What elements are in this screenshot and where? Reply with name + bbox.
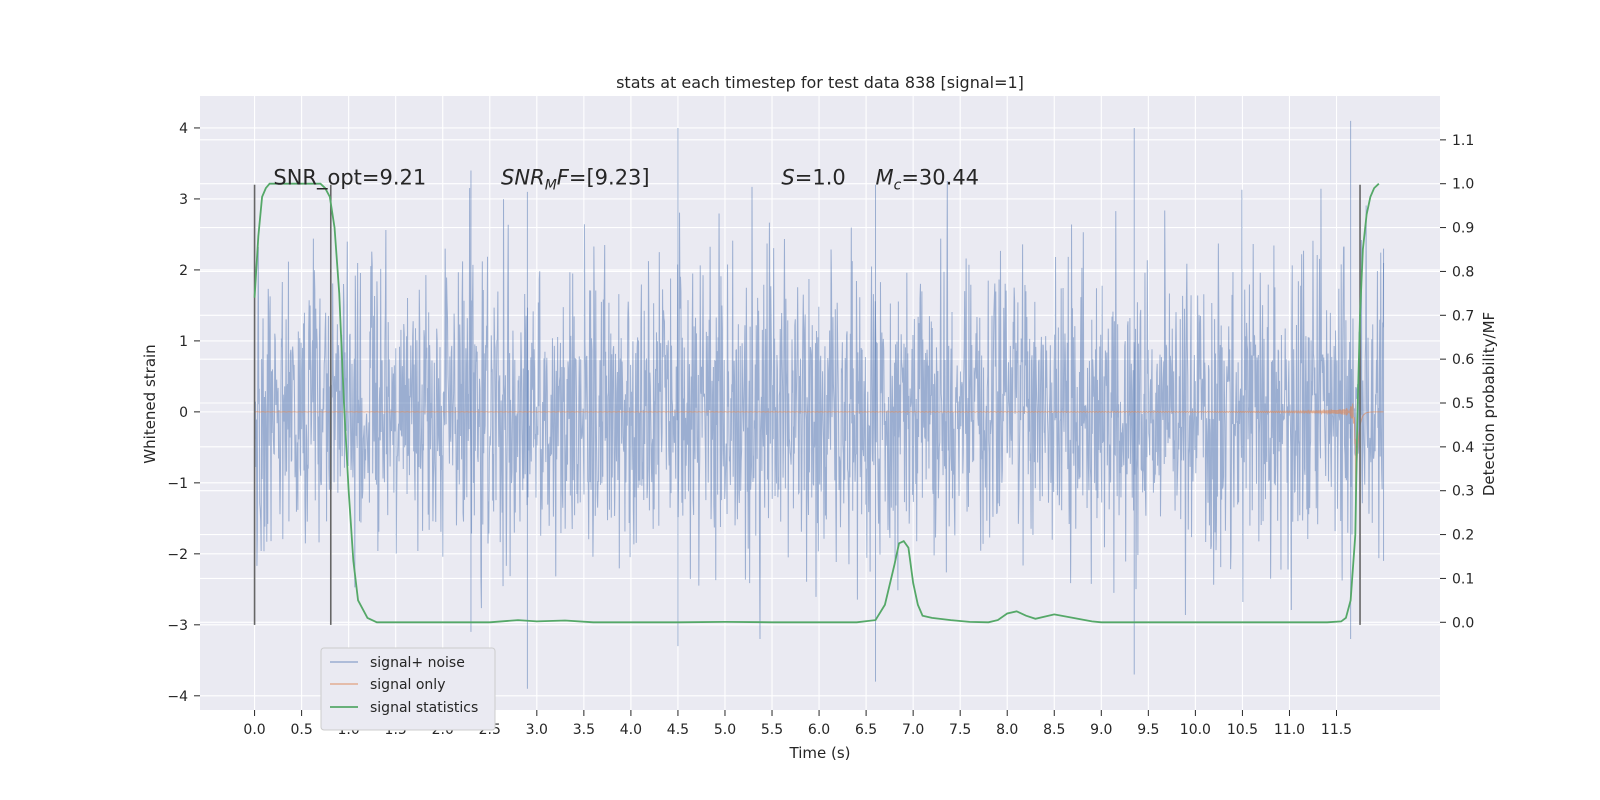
x-tick-label: 5.5 <box>761 722 783 738</box>
x-tick-label: 6.0 <box>808 722 830 738</box>
y-right-tick-label: 1.0 <box>1452 177 1474 193</box>
y-right-tick-label: 0.9 <box>1452 221 1474 237</box>
y-right-tick-label: 0.3 <box>1452 484 1474 500</box>
y-right-tick-label: 0.1 <box>1452 571 1474 587</box>
y-right-tick-label: 0.7 <box>1452 308 1474 324</box>
x-tick-label: 7.5 <box>949 722 971 738</box>
x-tick-label: 11.0 <box>1274 722 1305 738</box>
x-tick-label: 0.5 <box>290 722 312 738</box>
vertical-markers <box>253 184 1361 625</box>
x-tick-label: 5.0 <box>714 722 736 738</box>
y-right-tick-label: 0.0 <box>1452 615 1474 631</box>
x-axis-label: Time (s) <box>789 744 851 762</box>
annotation-2: S=1.0 <box>781 166 845 190</box>
y-left-axis-label: Whitened strain <box>141 344 159 463</box>
series-signal-statistics <box>253 182 1380 624</box>
y-right-axis-ticks: 1.1 1.0 0.9 0.8 0.7 0.6 0.5 0.4 0.3 0.2 0.1 0.0 <box>1440 133 1474 631</box>
legend-box <box>320 647 496 731</box>
signal-statistics-line <box>253 182 1380 624</box>
y-right-tick-label: 0.6 <box>1452 352 1474 368</box>
x-tick-label: 4.5 <box>667 722 689 738</box>
y-left-tick-label: 1 <box>179 334 188 350</box>
y-right-tick-label: 0.4 <box>1452 440 1474 456</box>
y-right-tick-label: 1.1 <box>1452 133 1474 149</box>
x-tick-label: 6.5 <box>855 722 877 738</box>
annotation-0: SNR_opt=9.21 <box>273 166 426 191</box>
y-left-tick-label: −2 <box>167 547 188 563</box>
x-tick-label: 7.0 <box>902 722 924 738</box>
signal-only-line <box>254 403 1384 502</box>
x-tick-label: 3.5 <box>573 722 595 738</box>
x-tick-label: 11.5 <box>1321 722 1352 738</box>
signal-plus-noise-line <box>254 180 1385 640</box>
y-left-tick-label: −1 <box>167 476 188 492</box>
annotation-1: SNRMF=[9.23] <box>501 166 650 194</box>
y-left-tick-label: 3 <box>179 192 188 208</box>
annotation-3: Mc=30.44 <box>876 166 980 194</box>
y-right-tick-label: 0.5 <box>1452 396 1474 412</box>
x-tick-label: 10.5 <box>1227 722 1258 738</box>
y-left-tick-label: 0 <box>179 405 188 421</box>
legend-label-signal-statistics: signal statistics <box>370 700 478 716</box>
y-right-tick-label: 0.2 <box>1452 528 1474 544</box>
x-tick-label: 3.0 <box>526 722 548 738</box>
x-tick-label: 8.5 <box>1043 722 1065 738</box>
series-signal-only <box>254 403 1384 502</box>
y-left-tick-label: −3 <box>167 618 188 634</box>
x-tick-label: 9.5 <box>1137 722 1159 738</box>
x-tick-label: 8.0 <box>996 722 1018 738</box>
y-left-tick-label: −4 <box>167 689 188 705</box>
legend-label-signal-only: signal only <box>370 677 445 693</box>
y-right-tick-label: 0.8 <box>1452 264 1474 280</box>
y-left-axis-ticks: 4 3 2 1 0 −1 −2 −3 −4 <box>167 121 200 705</box>
x-tick-label: 4.0 <box>620 722 642 738</box>
annotations: SNR_opt=9.21 SNRMF=[9.23] S=1.0 Mc=30.44 <box>273 166 979 194</box>
y-left-tick-label: 2 <box>179 263 188 279</box>
legend: signal+ noise signal only signal statist… <box>320 647 496 731</box>
y-left-tick-label: 4 <box>179 121 188 137</box>
chart-title: stats at each timestep for test data 838… <box>616 73 1024 92</box>
x-tick-label: 0.0 <box>243 722 265 738</box>
y-right-axis-label: Detection probability/MF <box>1480 312 1498 496</box>
x-tick-label: 10.0 <box>1180 722 1211 738</box>
x-tick-label: 9.0 <box>1090 722 1112 738</box>
legend-label-signal-plus-noise: signal+ noise <box>370 655 465 671</box>
